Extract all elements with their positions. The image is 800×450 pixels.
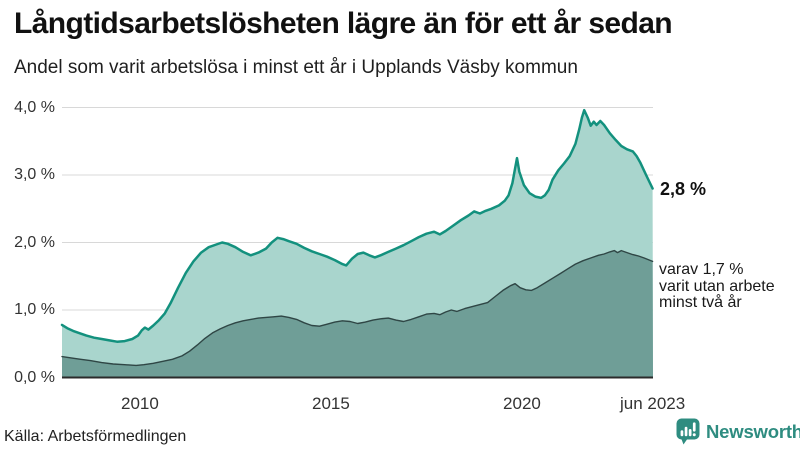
- y-tick-label: 3,0 %: [14, 166, 55, 183]
- series-line-1: [61, 249, 654, 367]
- latest-value-label: 2,8 %: [660, 178, 707, 199]
- two-year-annotation-line: minst två år: [659, 294, 742, 312]
- page-title: Långtidsarbetslösheten lägre än för ett …: [14, 7, 673, 40]
- newsworthy-wordmark: Newsworthy: [706, 420, 800, 442]
- x-tick-label: jun 2023: [619, 394, 686, 413]
- series-line-0: [60, 108, 654, 343]
- x-tick-label: 2010: [121, 394, 159, 413]
- source-credit: Källa: Arbetsförmedlingen: [4, 428, 187, 445]
- newsworthy-bubble-chart-icon: [676, 418, 700, 445]
- x-tick-label: 2015: [312, 394, 350, 413]
- two-year-annotation-line: varit utan arbete: [659, 277, 775, 295]
- x-tick-label: 2020: [503, 394, 541, 413]
- series-area-1: [62, 250, 653, 378]
- y-tick-label: 1,0 %: [14, 301, 55, 318]
- two-year-annotation-line: varav 1,7 %: [659, 261, 744, 279]
- y-tick-label: 0,0 %: [14, 368, 55, 386]
- page-subtitle: Andel som varit arbetslösa i minst ett å…: [14, 57, 578, 78]
- newsworthy-logo[interactable]: Newsworthy: [676, 418, 800, 445]
- two-year-annotation: varav 1,7 % varit utan arbete minst två …: [659, 262, 775, 312]
- y-tick-label: 4,0 %: [14, 98, 55, 116]
- y-tick-label: 2,0 %: [14, 233, 55, 251]
